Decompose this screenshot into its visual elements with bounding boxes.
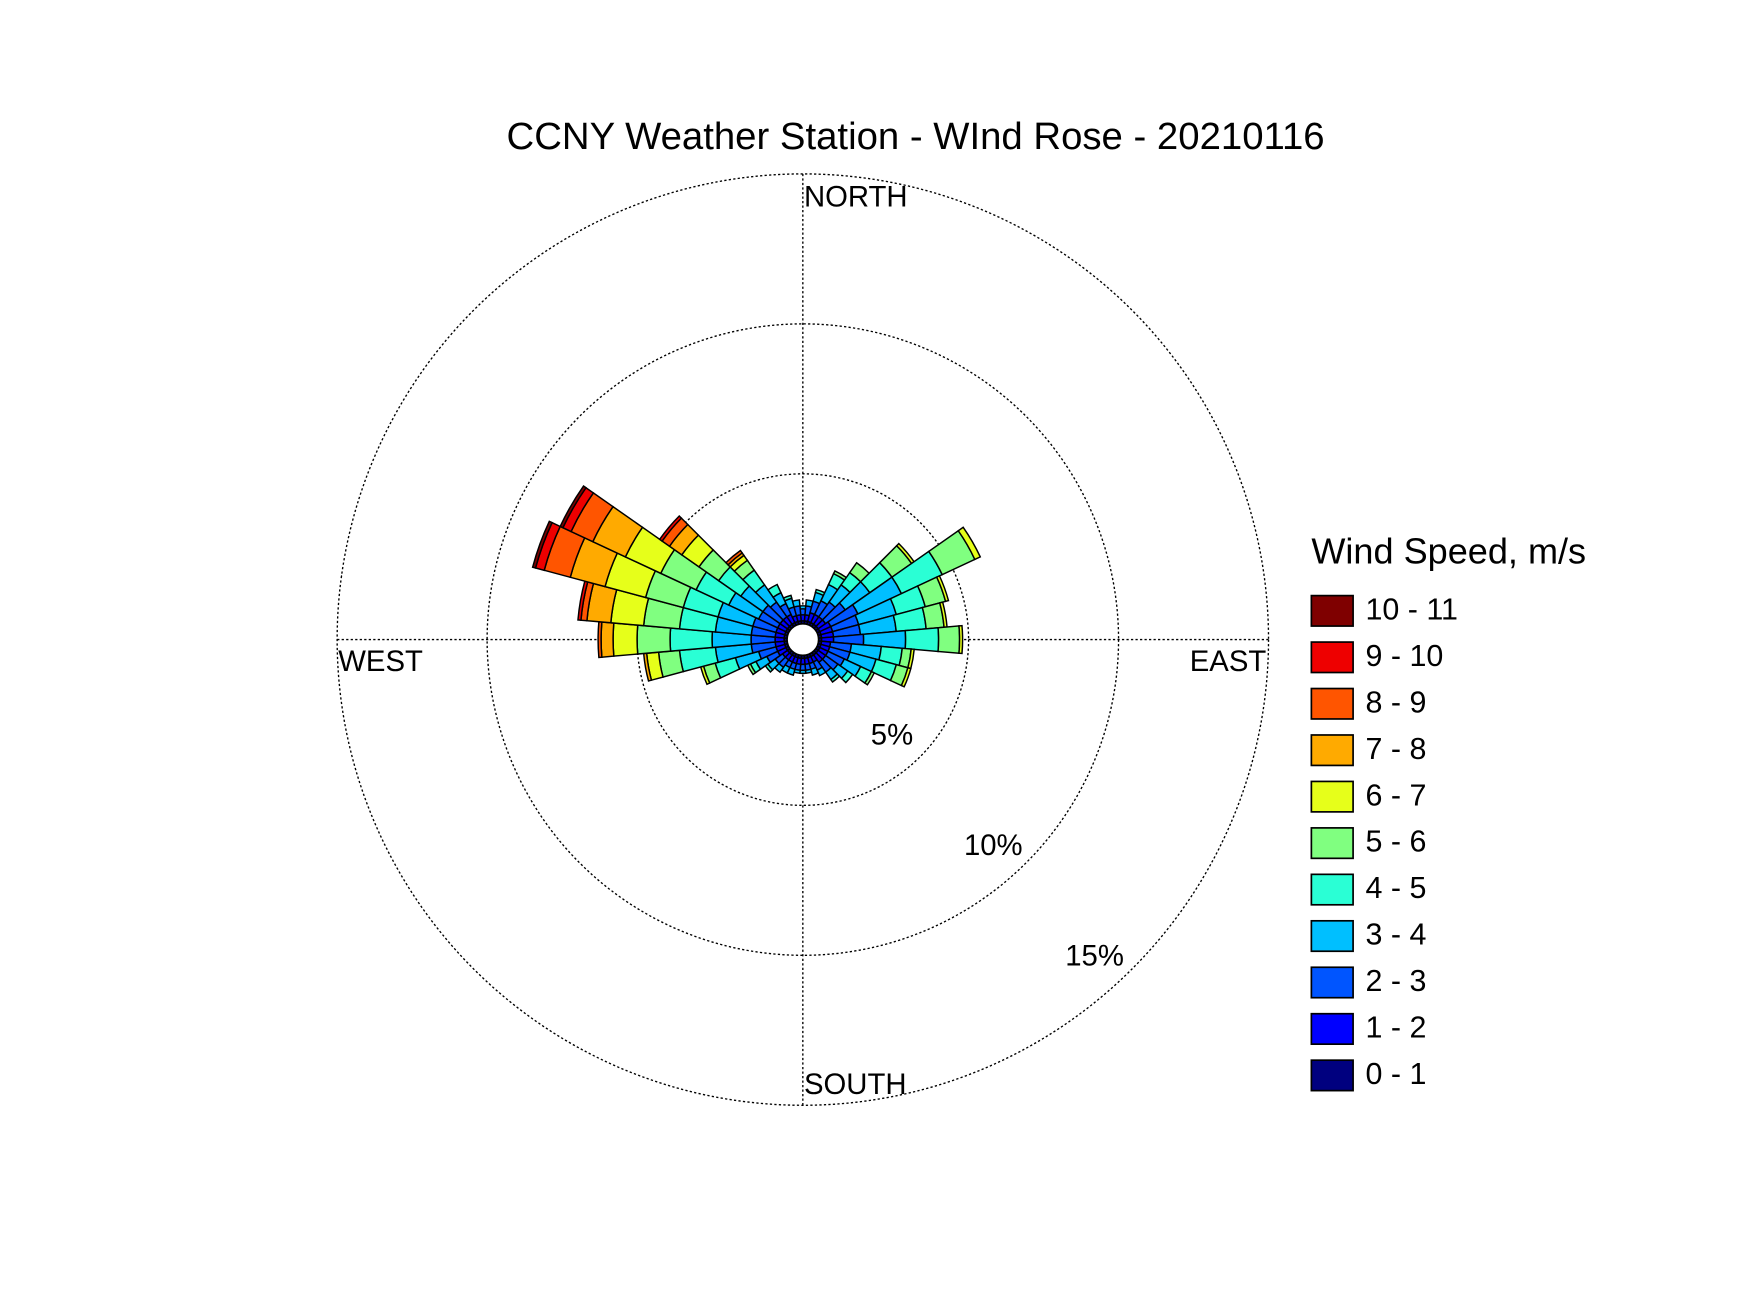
wind-segment: [724, 549, 744, 566]
legend-swatch: [1310, 1012, 1354, 1046]
wind-segment: [791, 599, 801, 608]
legend-label: 8 - 9: [1365, 685, 1426, 719]
r-tick-label: 5%: [871, 719, 913, 752]
legend-label: 5 - 6: [1365, 825, 1426, 859]
wind-segment: [840, 669, 854, 684]
legend-title: Wind Speed, m/s: [1311, 530, 1586, 571]
wind-segment: [900, 666, 912, 688]
wind-segment: [958, 624, 964, 655]
legend-swatch: [1310, 827, 1354, 860]
wind-segment: [904, 626, 940, 653]
legend-label: 6 - 7: [1365, 778, 1426, 812]
wind-segment: [612, 622, 639, 657]
legend-label: 7 - 8: [1365, 732, 1426, 766]
legend-label: 0 - 1: [1365, 1057, 1426, 1091]
wind-segment: [636, 624, 672, 655]
wind-segment: [782, 594, 793, 602]
legend-swatch: [1310, 1059, 1354, 1092]
wind-segment: [559, 485, 588, 529]
direction-label: SOUTH: [804, 1068, 907, 1101]
r-tick-label: 10%: [964, 829, 1023, 862]
wind-segment: [935, 574, 950, 603]
wind-segment: [863, 670, 876, 686]
legend-label: 1 - 2: [1365, 1011, 1426, 1045]
legend-label: 2 - 3: [1365, 964, 1426, 998]
direction-label: EAST: [1190, 645, 1267, 678]
wind-segment: [658, 514, 683, 543]
direction-label: WEST: [338, 645, 423, 678]
wind-segment: [937, 625, 961, 655]
legend-swatch: [1310, 966, 1354, 999]
wind-segment: [531, 520, 554, 569]
legend-swatch: [1310, 919, 1354, 953]
wind-segment: [766, 583, 782, 599]
legend-swatch: [1310, 641, 1354, 674]
wind-segment: [597, 620, 603, 659]
center-hole: [786, 622, 820, 657]
legend-swatch: [1310, 687, 1354, 720]
legend-label: 4 - 5: [1365, 871, 1426, 905]
legend-swatch: [1310, 594, 1354, 627]
wind-segment: [957, 526, 982, 561]
legend-swatch: [1310, 873, 1354, 906]
grid-ring: [486, 323, 1120, 956]
legend-label: 10 - 11: [1365, 592, 1458, 626]
legend-swatch: [1310, 780, 1354, 813]
wind-segment: [829, 673, 841, 684]
legend-label: 9 - 10: [1365, 639, 1443, 673]
legend-label: 3 - 4: [1365, 918, 1426, 952]
legend-swatch: [1310, 734, 1354, 767]
r-tick-label: 15%: [1065, 940, 1124, 973]
wind-segment: [600, 621, 615, 658]
direction-label: NORTH: [804, 180, 908, 213]
chart-title: CCNY Weather Station - WInd Rose - 20210…: [507, 115, 1325, 158]
grid-ring: [336, 173, 1270, 1106]
